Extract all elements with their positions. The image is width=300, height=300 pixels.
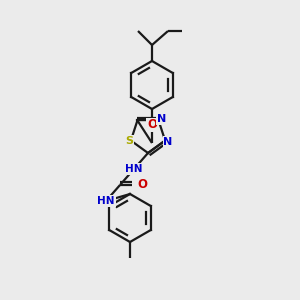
Text: S: S xyxy=(125,136,133,146)
Text: O: O xyxy=(147,118,157,131)
Text: N: N xyxy=(164,136,173,147)
Text: N: N xyxy=(157,114,166,124)
Text: O: O xyxy=(137,178,147,191)
Text: HN: HN xyxy=(125,164,143,174)
Text: HN: HN xyxy=(97,196,115,206)
